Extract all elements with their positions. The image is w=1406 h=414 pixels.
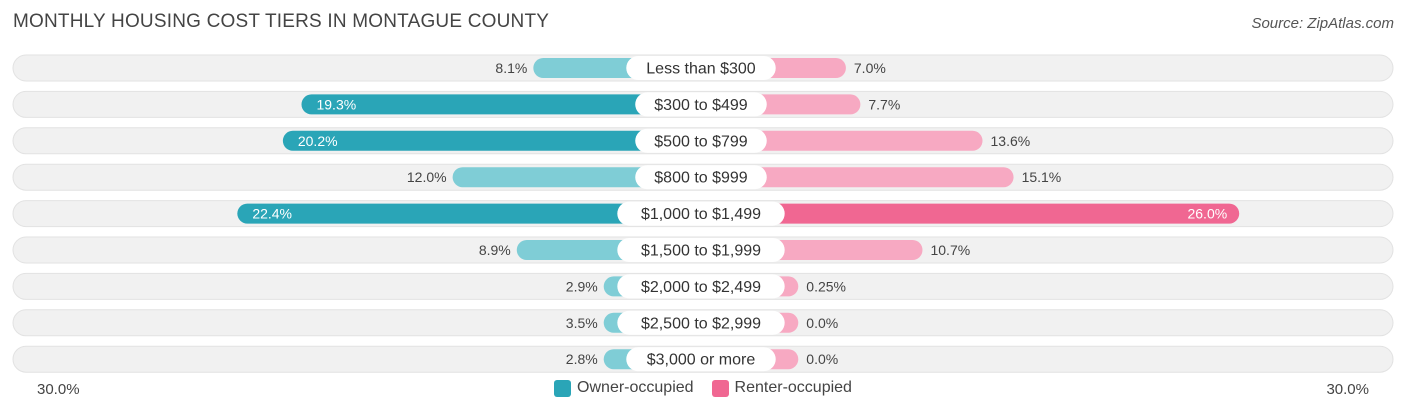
category-pill [626,56,776,80]
legend: Owner-occupied Renter-occupied [0,379,1406,397]
category-label: $500 to $799 [654,133,748,150]
data-label-renter: 0.25% [806,278,846,294]
data-label-owner: 22.4% [252,206,292,222]
chart-title: MONTHLY HOUSING COST TIERS IN MONTAGUE C… [13,11,550,32]
diverging-bar-chart: 8.1% 7.0% Less than $300 19.3% 7.7% $300 to $… [12,54,1394,373]
data-label-owner: 19.3% [316,96,356,112]
category-pill [635,128,767,153]
bar-renter [701,130,983,151]
data-label-renter: 13.6% [991,133,1031,149]
axis-min-label: 30.0% [37,381,80,398]
legend-label-renter: Renter-occupied [734,379,852,396]
data-label-owner: 8.9% [479,242,511,258]
category-pill [617,310,785,335]
bar-renter [701,203,1240,224]
legend-item-owner: Owner-occupied [554,379,694,397]
category-label: $300 to $499 [654,97,748,114]
data-label-renter: 0.0% [806,351,838,367]
data-label-owner: 2.8% [566,351,598,367]
category-pill [635,92,767,117]
axis-max-label: 30.0% [1326,381,1369,398]
data-label-owner: 12.0% [407,169,447,185]
bar-owner [282,130,701,151]
legend-label-owner: Owner-occupied [577,379,694,396]
category-label: $3,000 or more [647,352,756,369]
data-label-renter: 15.1% [1022,169,1062,185]
category-pill [617,238,785,262]
data-label-renter: 0.0% [806,315,838,331]
category-pill [617,274,785,299]
legend-swatch-owner [554,379,572,397]
data-label-renter: 26.0% [1187,206,1227,222]
category-label: $2,000 to $2,499 [641,279,761,296]
category-pill [617,201,785,226]
data-label-renter: 7.0% [854,60,886,76]
source-note: Source: ZipAtlas.com [1251,15,1394,32]
category-pill [635,165,767,190]
data-label-owner: 8.1% [495,60,527,76]
category-label: $800 to $999 [654,170,748,187]
data-label-renter: 7.7% [868,96,900,112]
category-label: $1,500 to $1,999 [641,243,761,260]
data-label-renter: 10.7% [930,242,970,258]
category-pill [626,347,776,372]
category-label: $1,000 to $1,499 [641,206,761,223]
category-label: Less than $300 [646,61,756,78]
data-label-owner: 3.5% [566,315,598,331]
data-label-owner: 20.2% [298,133,338,149]
bar-owner [301,94,701,115]
bar-owner [237,203,701,224]
bar-renter [701,167,1014,188]
category-label: $2,500 to $2,999 [641,315,761,332]
legend-item-renter: Renter-occupied [711,379,852,397]
data-label-owner: 2.9% [566,278,598,294]
legend-swatch-renter [711,379,729,397]
